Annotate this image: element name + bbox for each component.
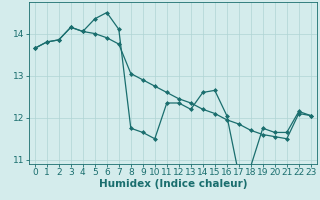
- X-axis label: Humidex (Indice chaleur): Humidex (Indice chaleur): [99, 179, 247, 189]
